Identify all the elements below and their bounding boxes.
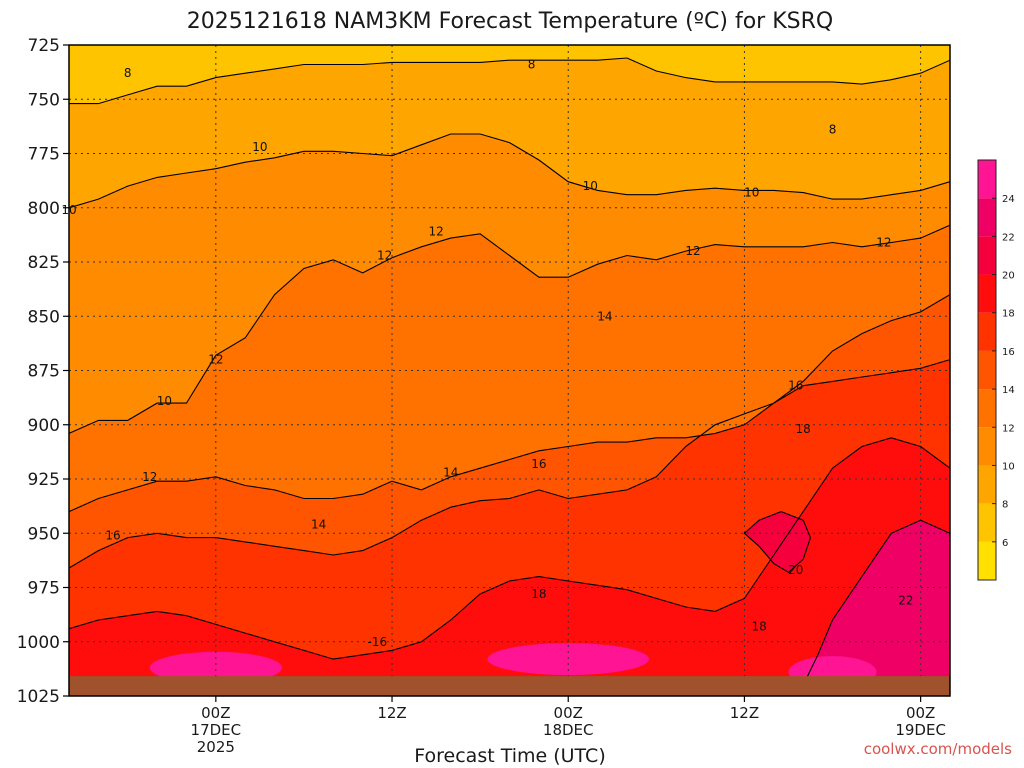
- y-tick-label: 850: [28, 307, 60, 327]
- colorbar-band: [978, 541, 996, 580]
- y-axis-ticks: 725 750 775 800 825 850 875 900 925 950 975 1000 102…: [17, 36, 69, 707]
- colorbar-tick-label: 18: [1002, 309, 1015, 320]
- colorbar-band: [978, 274, 996, 313]
- contour-label: 12: [876, 235, 891, 249]
- contour-label: 18: [751, 620, 766, 634]
- x-tick-label: 19DEC: [895, 721, 946, 739]
- credit-text: coolwx.com/models: [864, 740, 1012, 758]
- contour-label: 14: [443, 465, 458, 479]
- contour-12: [69, 224, 950, 434]
- colorbar-band: [978, 389, 996, 428]
- y-tick-label: 725: [28, 36, 60, 56]
- contour-label: 16: [788, 379, 803, 393]
- band-above-22: [803, 520, 950, 696]
- contour-lines: [69, 57, 950, 686]
- x-axis-label: Forecast Time (UTC): [414, 745, 605, 767]
- x-tick-label: 2025: [197, 738, 235, 756]
- colorbar-band: [978, 503, 996, 542]
- x-tick-label: 17DEC: [191, 721, 242, 739]
- warm-pocket-0: [149, 651, 282, 684]
- contour-14: [69, 294, 950, 513]
- y-tick-label: 775: [28, 145, 60, 165]
- contour-label: 18: [796, 422, 811, 436]
- contour-label: 8: [124, 66, 132, 80]
- colorbar-band: [978, 427, 996, 466]
- colorbar-tick-label: 6: [1002, 538, 1008, 549]
- colorbar-band: [978, 198, 996, 237]
- colorbar-tick-label: 10: [1002, 461, 1015, 472]
- contour-label: 8: [829, 123, 837, 137]
- contour-label: 20: [788, 563, 803, 577]
- contour-label: 10: [252, 140, 267, 154]
- colorbar-tick-label: 12: [1002, 423, 1015, 434]
- contour-label: 8: [528, 58, 536, 72]
- colorbar-tick-label: 20: [1002, 271, 1015, 282]
- contour-label: 12: [685, 244, 700, 258]
- y-tick-label: 950: [28, 524, 60, 544]
- x-tick-label: 00Z: [201, 704, 230, 722]
- y-tick-label: 975: [28, 579, 60, 599]
- contour-18: [69, 437, 950, 660]
- colorbar-tick-label: 8: [1002, 500, 1008, 511]
- colorbar-band: [978, 236, 996, 275]
- colorbar-tick-label: 22: [1002, 232, 1015, 243]
- contour-label: 22: [898, 594, 913, 608]
- band-below-8: [69, 45, 950, 104]
- y-tick-label: 750: [28, 90, 60, 110]
- contour-label: 16: [105, 528, 120, 542]
- x-tick-label: 12Z: [730, 704, 759, 722]
- contour-8: [69, 57, 950, 105]
- colorbar-tick-label: 16: [1002, 347, 1015, 358]
- y-tick-label: 925: [28, 470, 60, 490]
- contour-16: [69, 359, 950, 569]
- contour-label: 14: [597, 309, 612, 323]
- contour-label: 10: [157, 394, 172, 408]
- contour-label: 12: [428, 225, 443, 239]
- x-tick-label: 18DEC: [543, 721, 594, 739]
- band-below-10: [69, 45, 950, 208]
- colorbar-tick-label: 24: [1002, 194, 1015, 205]
- colorbar-frame: [977, 159, 997, 581]
- colorbar-band: [978, 312, 996, 351]
- contour-10: [69, 133, 950, 209]
- contour-label: 12: [377, 248, 392, 262]
- y-tick-label: 875: [28, 362, 60, 382]
- contour-label: -16: [368, 635, 388, 649]
- colorbar: 6 8 10 12 14 16 18 20 22 24: [977, 159, 1015, 581]
- y-tick-label: 800: [28, 199, 60, 219]
- contour-20: [743, 511, 812, 573]
- contour-22: [802, 519, 950, 686]
- contour-label: 10: [583, 179, 598, 193]
- y-tick-label: 825: [28, 253, 60, 273]
- contour-label: 18: [531, 587, 546, 601]
- contour-label: 12: [142, 470, 157, 484]
- colorbar-band: [978, 465, 996, 504]
- x-tick-label: 00Z: [906, 704, 935, 722]
- ground-strip: [69, 676, 950, 696]
- contour-label: 16: [531, 457, 546, 471]
- colorbar-band: [978, 160, 996, 199]
- chart-title: 2025121618 NAM3KM Forecast Temperature (…: [187, 9, 833, 34]
- warm-pocket-1: [487, 643, 649, 676]
- contour-label: 14: [311, 518, 326, 532]
- grid-lines: [69, 45, 950, 696]
- x-tick-label: 12Z: [377, 704, 406, 722]
- x-tick-label: 00Z: [554, 704, 583, 722]
- y-tick-label: 900: [28, 416, 60, 436]
- band-20-cell: [744, 511, 811, 573]
- temperature-fill: [69, 45, 950, 696]
- colorbar-tick-label: 14: [1002, 385, 1015, 396]
- ground-below-surface: [69, 676, 950, 696]
- contour-label: 12: [208, 353, 223, 367]
- y-tick-label: 1025: [17, 687, 60, 707]
- y-tick-label: 1000: [17, 633, 60, 653]
- colorbar-band: [978, 350, 996, 390]
- contour-label: 10: [744, 186, 759, 200]
